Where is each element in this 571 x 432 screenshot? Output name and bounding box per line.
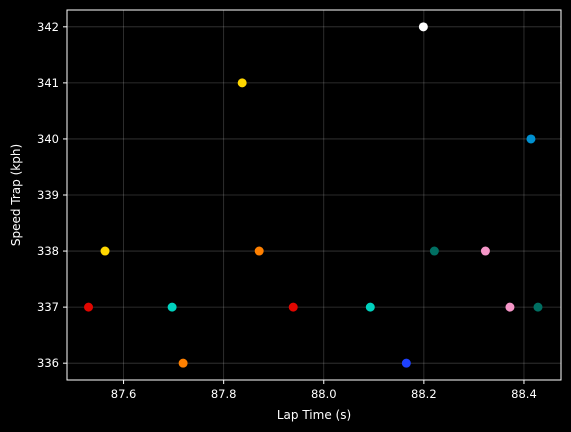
x-tick-label: 87.6 [111, 387, 137, 401]
data-point [480, 246, 490, 256]
data-point [365, 302, 375, 312]
grid-lines [67, 10, 561, 380]
y-tick-label: 336 [37, 356, 59, 370]
x-tick-label: 88.2 [411, 387, 437, 401]
y-tick-label: 340 [37, 132, 59, 146]
data-point [100, 246, 110, 256]
y-tick-label: 337 [37, 300, 59, 314]
data-point [237, 78, 247, 88]
y-axis-label: Speed Trap (kph) [9, 144, 23, 246]
x-axis: 87.6 87.8 88.0 88.2 88.4 [111, 380, 537, 401]
data-point [167, 302, 177, 312]
data-point [254, 246, 264, 256]
x-tick-label: 87.8 [211, 387, 237, 401]
data-point [505, 302, 515, 312]
data-point [288, 302, 298, 312]
x-tick-label: 88.4 [511, 387, 537, 401]
data-point [84, 302, 94, 312]
data-point [178, 358, 188, 368]
y-axis: 336 337 338 339 340 341 342 [37, 20, 67, 370]
y-tick-label: 339 [37, 188, 59, 202]
y-tick-label: 338 [37, 244, 59, 258]
y-tick-label: 342 [37, 20, 59, 34]
data-point [533, 302, 543, 312]
data-point [418, 22, 428, 32]
data-points [84, 22, 543, 368]
y-tick-label: 341 [37, 76, 59, 90]
data-point [401, 358, 411, 368]
x-tick-label: 88.0 [311, 387, 337, 401]
data-point [526, 134, 536, 144]
x-axis-label: Lap Time (s) [277, 408, 351, 422]
data-point [429, 246, 439, 256]
